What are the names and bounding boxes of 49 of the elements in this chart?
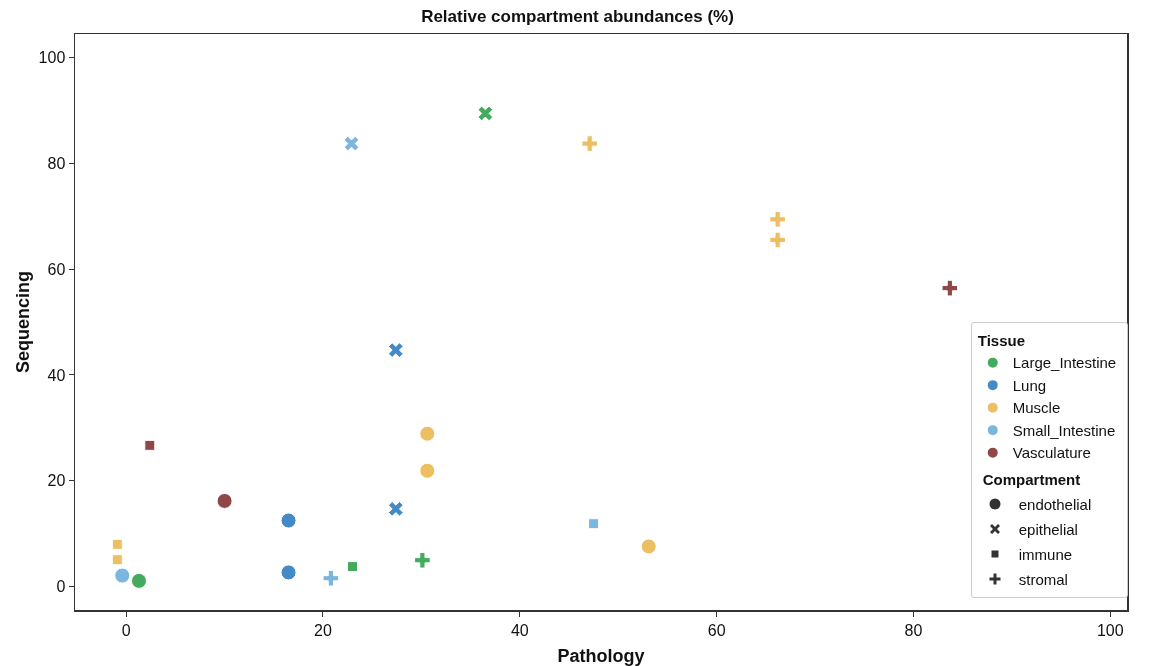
x-tick-label: 0 <box>121 621 131 639</box>
point <box>322 569 340 587</box>
legend-label: Large_Intestine <box>1012 354 1117 372</box>
point <box>111 538 123 550</box>
legend-title: Tissue <box>977 331 1025 349</box>
point <box>581 135 598 152</box>
x-tick-label: 20 <box>314 621 332 639</box>
chart-title: Relative compartment abundances (%) <box>421 6 734 26</box>
point <box>280 564 297 581</box>
point <box>216 492 233 509</box>
point <box>588 518 600 530</box>
point <box>387 342 404 358</box>
point <box>280 512 297 529</box>
y-tick-label: 20 <box>47 472 66 490</box>
y-tick-label: 0 <box>56 578 66 596</box>
x-tick-label: 60 <box>707 621 726 639</box>
x-tick-label: 100 <box>1096 621 1124 639</box>
legend-label: Small_Intestine <box>1012 421 1116 439</box>
legend-label: Muscle <box>1012 399 1061 417</box>
point <box>111 554 123 566</box>
point <box>769 210 786 228</box>
point <box>144 439 156 451</box>
annotation: Compartment <box>981 470 1081 488</box>
x-tick-label: 80 <box>904 621 923 639</box>
point <box>130 572 147 589</box>
point <box>769 231 786 249</box>
point <box>114 567 131 584</box>
legend-label: Vasculature <box>1012 444 1091 462</box>
point <box>387 501 404 517</box>
y-tick-label: 100 <box>38 48 66 66</box>
y-tick-label: 60 <box>47 260 66 278</box>
point <box>477 105 494 122</box>
y-axis-title: Sequencing <box>12 270 33 374</box>
annotation: immune <box>1018 545 1073 563</box>
x-tick-label: 40 <box>510 621 529 639</box>
x-axis-title: Pathology <box>557 646 645 666</box>
y-tick-label: 40 <box>47 366 66 384</box>
point <box>347 561 359 573</box>
point <box>419 462 436 479</box>
annotation: epithelial <box>1018 520 1078 538</box>
point <box>414 551 431 569</box>
point <box>343 135 360 152</box>
point <box>941 279 959 297</box>
annotation: stromal <box>1018 570 1068 588</box>
legend-label: Lung <box>1012 376 1047 394</box>
annotation: endothelial <box>1018 495 1092 513</box>
y-tick-label: 80 <box>47 154 66 172</box>
point <box>640 538 657 555</box>
point <box>419 425 436 442</box>
